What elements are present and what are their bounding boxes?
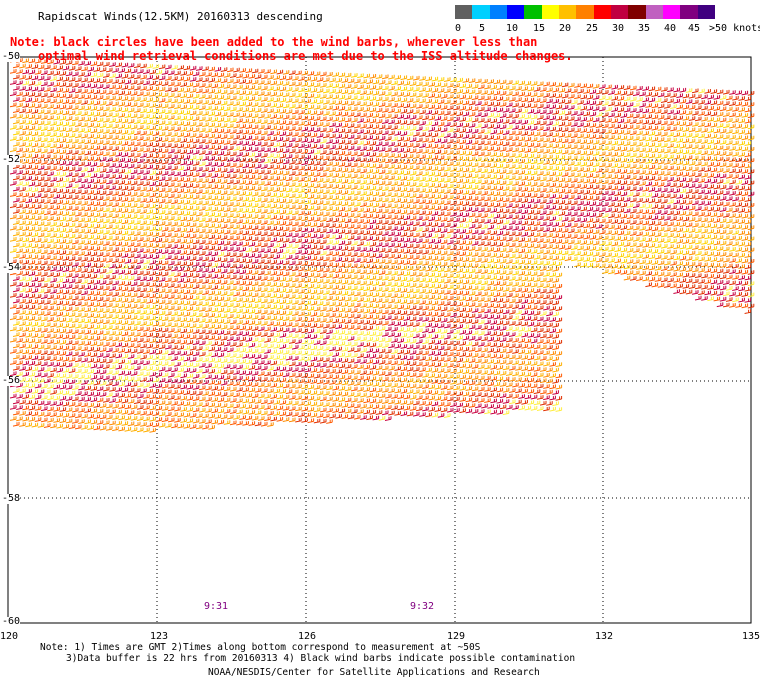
legend-label: 25	[586, 23, 599, 34]
legend-swatch	[680, 5, 699, 19]
legend-label: 5	[479, 23, 486, 34]
lon-label-129: 129	[447, 631, 466, 642]
wind-barb-group	[9, 73, 755, 330]
lon-label-135: 135	[742, 631, 760, 642]
legend-swatch	[697, 5, 716, 19]
footer-credit: NOAA/NESDIS/Center for Satellite Applica…	[208, 667, 540, 678]
legend-label: 0	[455, 23, 462, 34]
legend-label: 10	[506, 23, 519, 34]
legend-swatch	[593, 5, 612, 19]
lon-label-120: 120	[0, 631, 19, 642]
wind-barbs-layer	[9, 57, 755, 433]
note-line-2: optimal wind retrieval conditions are me…	[38, 49, 573, 63]
legend-label: 40	[664, 23, 677, 34]
lat-label-58s: -58	[2, 493, 21, 504]
legend-swatch	[541, 5, 560, 19]
footer-note-2: 3)Data buffer is 22 hrs from 20160313 4)…	[66, 653, 576, 664]
note-line-1: Note: black circles have been added to t…	[10, 35, 538, 49]
lat-label-60s: -60	[2, 616, 21, 627]
pass-time-1: 9:31	[204, 601, 229, 612]
legend-label: 15	[533, 23, 546, 34]
wind-barb-group	[9, 58, 755, 433]
lon-label-132: 132	[595, 631, 614, 642]
legend-swatch	[559, 5, 577, 19]
legend-label: 20	[559, 23, 572, 34]
legend-swatch	[472, 5, 491, 19]
wind-barb-group	[9, 60, 755, 427]
legend-swatch	[628, 5, 647, 19]
wind-barb-group	[9, 72, 755, 433]
legend-swatch	[489, 5, 508, 19]
legend-swatch	[576, 5, 595, 19]
map-frame	[7, 56, 752, 624]
legend-label: 35	[638, 23, 651, 34]
lat-label-54s: -54	[2, 262, 21, 273]
wind-speed-legend: 0 5 10 15 20 25 30 35 40 45 >50 knots	[455, 5, 760, 34]
legend-label: 45	[688, 23, 701, 34]
legend-swatch	[524, 5, 543, 19]
legend-swatch	[455, 5, 473, 19]
map-title: Rapidscat Winds(12.5KM) 20160313 descend…	[38, 10, 323, 23]
legend-swatch	[507, 5, 525, 19]
lon-label-126: 126	[298, 631, 317, 642]
wind-barb-group	[12, 63, 755, 421]
pass-time-2: 9:32	[410, 601, 435, 612]
lat-label-56s: -56	[2, 375, 21, 386]
legend-swatch	[611, 5, 629, 19]
lon-label-123: 123	[150, 631, 169, 642]
legend-swatch	[645, 5, 664, 19]
lat-label-50s: -50	[2, 51, 21, 62]
wind-barb-group	[9, 59, 755, 421]
legend-label: >50 knots	[709, 23, 760, 34]
legend-swatch	[663, 5, 681, 19]
lat-label-52s: -52	[2, 154, 21, 165]
footer-note-1: Note: 1) Times are GMT 2)Times along bot…	[40, 642, 481, 653]
legend-label: 30	[612, 23, 625, 34]
